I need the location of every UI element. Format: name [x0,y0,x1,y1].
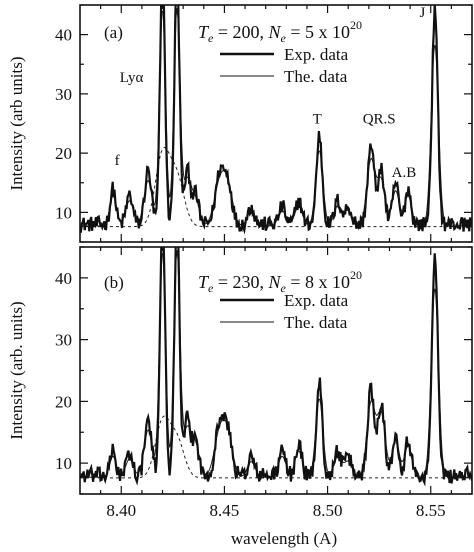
peak-label: A.B [392,165,417,181]
plot-area [80,5,472,235]
y-tick-label: 20 [55,144,72,163]
y-tick-label: 10 [55,454,72,473]
conditions-text: Te = 200, Ne = 5 x 1020 [198,18,362,45]
legend: Exp. data The. data [220,291,349,332]
y-axis-title: Intensity (arb units) [7,56,26,190]
legend-label-exp: Exp. data [284,291,349,310]
series-line-dashed [80,147,472,228]
y-tick-label: 10 [55,203,72,222]
panel-a: 10 20 30 40 Intensity (arb units) (a) Te = 200… [7,4,473,243]
series-line-exp-data [80,5,472,235]
panel-b: 10 20 30 40 8.40 8.45 8.50 8.55 Intensity (arb. … [7,246,473,548]
legend-label-the: The. data [284,313,348,332]
y-tick-label: 30 [55,331,72,350]
panel-label: (a) [104,23,123,42]
conditions-text: Te = 230, Ne = 8 x 1020 [198,268,362,295]
peak-label: QR.S [363,112,396,128]
legend-label-the: The. data [284,67,348,86]
x-tick-label: 8.45 [210,501,240,520]
x-tick-label: 8.40 [106,501,136,520]
series-line-dashed [80,415,472,479]
y-tick-label: 40 [55,26,72,45]
peak-label: Lyα [120,70,144,86]
peak-label: J [420,5,426,21]
y-axis-title: Intensity (arb. units) [7,301,26,439]
peak-label: f [115,153,120,169]
y-tick-label: 30 [55,85,72,104]
x-tick-label: 8.50 [313,501,343,520]
x-axis-title: wavelength (A) [231,529,337,548]
y-tick-label: 40 [55,269,72,288]
x-tick-label: 8.55 [416,501,446,520]
legend-label-exp: Exp. data [284,45,349,64]
peak-label: T [313,112,322,128]
y-tick-label: 20 [55,392,72,411]
legend: Exp. data The. data [220,45,349,86]
series-line-exp-data [80,247,472,487]
plot-area [80,247,472,487]
panel-label: (b) [104,273,124,292]
